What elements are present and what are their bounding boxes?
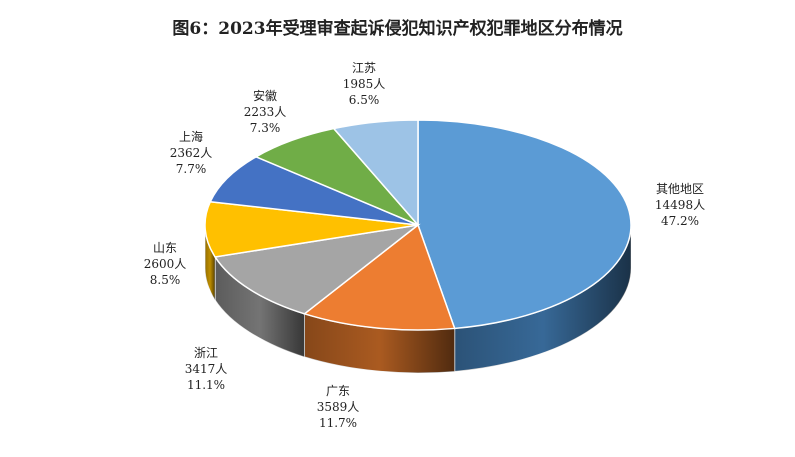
slice-label-percent-3: 8.5% [150,273,181,287]
pie-slice-1 [302,223,456,331]
slice-label-percent-2: 11.1% [187,378,225,392]
pie-side-shade-2 [215,256,305,357]
pie-slice-3 [204,200,419,258]
slice-label-name-4: 上海 [179,129,203,144]
slice-label-percent-4: 7.7% [176,162,207,176]
slice-label-percent-1: 11.7% [319,416,357,430]
slice-label-name-6: 江苏 [352,61,376,75]
pie-slice-6 [332,119,419,227]
pie-sides [204,224,632,374]
slice-label-name-3: 山东 [153,241,177,255]
slice-label-value-4: 2362人 [170,146,213,160]
slice-label-value-2: 3417人 [185,362,228,376]
slice-label-percent-6: 6.5% [349,93,380,107]
pie-tops [204,119,632,331]
pie-labels: 其他地区 14498人 47.2% 广东 3589人 11.7% 浙江 3417人 11.1% 山… [144,61,705,430]
slice-label-value-1: 3589人 [317,400,360,414]
slice-label-percent-5: 7.3% [250,121,281,135]
pie-slice-2 [213,223,421,315]
chart-title: 图6：2023年受理审查起诉侵犯知识产权犯罪地区分布情况 [172,19,623,39]
pie-slice-0 [417,119,632,330]
pie-side-shade-0 [454,225,631,372]
slice-label-name-1: 广东 [326,384,350,398]
slice-label-name-5: 安徽 [253,88,277,103]
slice-label-value-5: 2233人 [244,105,287,119]
slice-label-value-0: 14498人 [655,198,705,212]
pie-side-shade-1 [304,313,455,373]
slice-label-name-0: 其他地区 [656,182,704,196]
slice-label-value-3: 2600人 [144,257,187,271]
slice-label-name-2: 浙江 [194,346,218,360]
slice-label-value-6: 1985人 [343,77,386,91]
pie-side-shade-3 [205,225,216,300]
pie-slice-5 [254,127,419,226]
slice-label-percent-0: 47.2% [661,214,699,228]
pie-slice-4 [209,155,419,226]
